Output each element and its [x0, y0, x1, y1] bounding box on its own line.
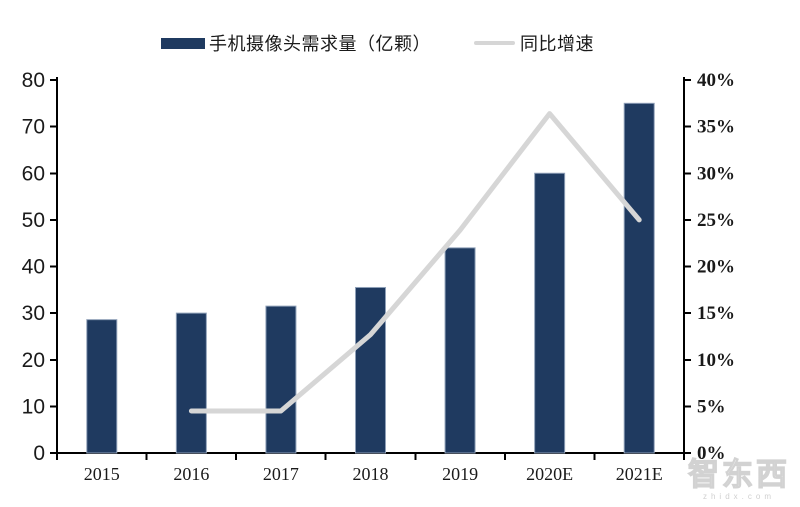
right-axis-tick-label: 40%	[697, 70, 735, 91]
right-axis-tick-label: 0%	[697, 443, 726, 464]
x-axis-label-2017: 2017	[263, 464, 299, 484]
right-axis-tick-label: 35%	[697, 117, 735, 138]
bar-series-label: 手机摄像头需求量（亿颗）	[209, 34, 431, 54]
right-axis-tick-label: 25%	[697, 210, 735, 231]
line-series-swatch	[474, 41, 515, 45]
x-axis-label-2019: 2019	[442, 464, 478, 484]
right-axis-tick-label: 5%	[697, 396, 726, 417]
bar-series-swatch	[161, 37, 205, 49]
bar-2018	[355, 286, 386, 454]
bar-2021E	[623, 102, 655, 454]
right-axis-tick-label: 30%	[697, 163, 735, 184]
right-axis-tick-label: 10%	[697, 350, 735, 371]
bar-2019	[444, 247, 476, 454]
growth-line	[188, 111, 642, 414]
left-axis-tick-label: 30	[22, 302, 45, 325]
x-axis-label-2018: 2018	[353, 464, 389, 484]
left-axis-tick-label: 60	[22, 162, 45, 185]
bar-2020E	[534, 172, 566, 454]
bar-2016	[175, 312, 207, 454]
left-axis-tick-label: 40	[22, 256, 45, 279]
left-axis-tick-label: 50	[22, 209, 45, 232]
x-axis-label-2016: 2016	[173, 464, 209, 484]
legend-item-demand: 手机摄像头需求量（亿颗）	[161, 30, 431, 56]
x-axis-label-2020E: 2020E	[526, 464, 573, 484]
x-axis-label-2021E: 2021E	[616, 464, 663, 484]
left-axis-tick-label: 10	[22, 395, 45, 418]
bar-2017	[265, 305, 297, 454]
line-series-label: 同比增速	[520, 34, 594, 54]
legend-item-growth: 同比增速	[474, 30, 594, 56]
x-axis-label-2015: 2015	[84, 464, 120, 484]
left-axis-tick-label: 80	[22, 69, 45, 92]
left-axis-tick-label: 70	[22, 116, 45, 139]
right-axis-tick-label: 20%	[697, 257, 735, 278]
bar-2015	[86, 319, 118, 454]
left-axis-tick-label: 20	[22, 349, 45, 372]
left-axis-tick-label: 0	[33, 442, 45, 465]
right-axis-tick-label: 15%	[697, 303, 735, 324]
